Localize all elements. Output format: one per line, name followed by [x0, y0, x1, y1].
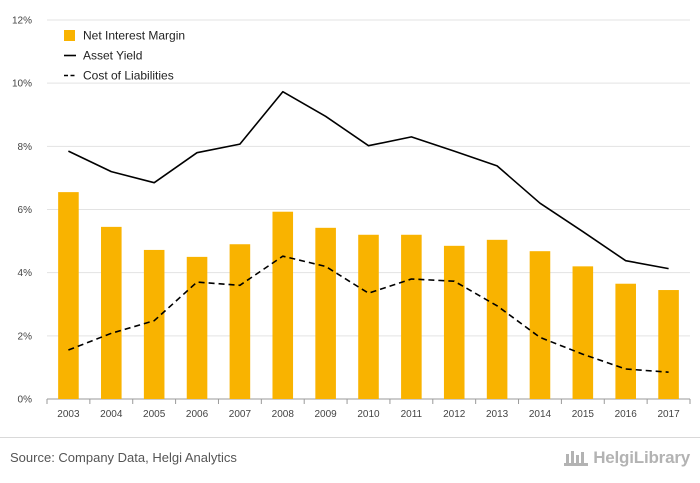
legend-label: Cost of Liabilities [83, 69, 174, 83]
x-tick-label: 2004 [100, 409, 123, 420]
x-tick-label: 2016 [615, 409, 638, 420]
x-tick-label: 2010 [357, 409, 380, 420]
bar [658, 290, 679, 399]
bar [58, 192, 79, 399]
legend-swatch [64, 30, 75, 41]
bar [186, 256, 208, 399]
legend-label: Net Interest Margin [83, 29, 185, 43]
x-axis: 2003 2004 2005 2006 2007 2008 2009 2010 2011 2012… [46, 399, 691, 420]
brand-name: HelgiLibrary [593, 448, 690, 467]
library-icon [564, 451, 589, 466]
bar [272, 211, 294, 399]
bar [572, 266, 594, 399]
y-tick-label: 12% [12, 16, 32, 27]
x-tick-label: 2015 [572, 409, 595, 420]
bar [486, 239, 508, 399]
brand-logo: HelgiLibrary [563, 448, 690, 468]
chart: 0%2%4%6%8%10%12% 2003 2004 2005 2006 2007 200… [12, 16, 691, 420]
x-tick-label: 2008 [272, 409, 295, 420]
bar [358, 234, 379, 399]
footer-divider [0, 437, 700, 438]
bar [615, 283, 636, 399]
bar [143, 249, 165, 399]
x-tick-label: 2007 [229, 409, 252, 420]
line-series [68, 90, 669, 373]
x-tick-label: 2012 [443, 409, 466, 420]
x-tick-label: 2009 [315, 409, 338, 420]
y-tick-label: 2% [18, 331, 33, 342]
x-tick-label: 2013 [486, 409, 509, 420]
bar [229, 244, 251, 399]
y-axis-ticks: 0% 2% 4% 6% 8% 10% 12% [12, 16, 32, 406]
bar [401, 234, 422, 399]
y-tick-label: 8% [18, 142, 33, 153]
x-tick-label: 2011 [401, 409, 423, 420]
x-tick-label: 2017 [657, 409, 680, 420]
x-tick-label: 2005 [143, 409, 166, 420]
x-tick-label: 2014 [529, 409, 552, 420]
y-tick-label: 10% [12, 79, 32, 90]
x-tick-label: 2003 [57, 409, 80, 420]
bar [101, 226, 122, 399]
bar [315, 227, 336, 399]
y-tick-label: 6% [18, 205, 33, 216]
bar [529, 251, 551, 399]
y-tick-label: 4% [18, 268, 33, 279]
bar [443, 245, 465, 399]
legend-label: Asset Yield [83, 49, 142, 63]
source-note: Source: Company Data, Helgi Analytics [10, 450, 237, 465]
asset-yield-line [68, 90, 669, 270]
legend: Net Interest Margin Asset Yield Cost of Li… [64, 29, 185, 83]
bar-series [58, 192, 679, 399]
y-tick-label: 0% [18, 395, 33, 406]
x-tick-label: 2006 [186, 409, 209, 420]
